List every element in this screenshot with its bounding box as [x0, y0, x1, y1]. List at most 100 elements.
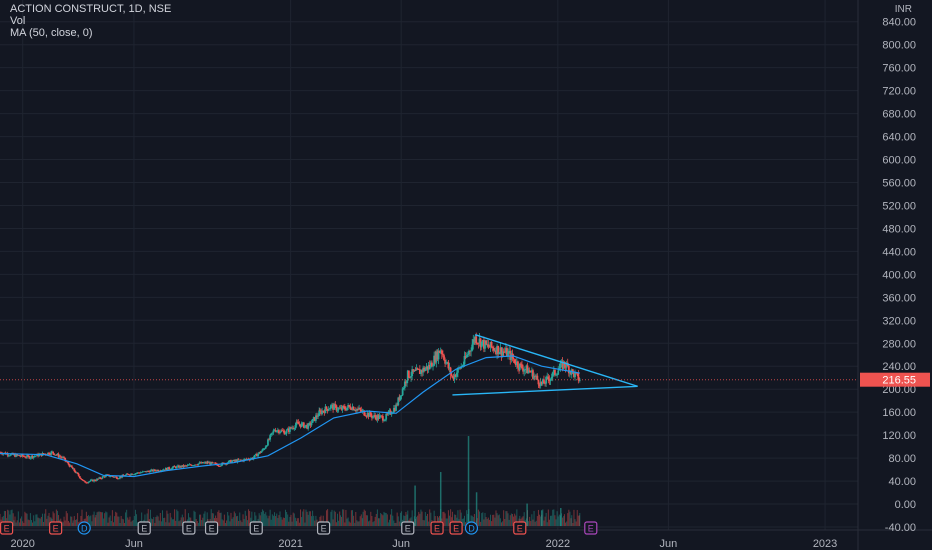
- candle-body: [331, 404, 333, 406]
- volume-bar: [502, 521, 504, 527]
- candle-body: [162, 469, 165, 471]
- candle-body: [451, 376, 454, 377]
- volume-spike: [467, 436, 470, 527]
- volume-bar: [195, 518, 197, 527]
- volume-bar: [294, 517, 296, 527]
- event-marker-label: E: [53, 524, 59, 534]
- volume-bar: [371, 516, 373, 527]
- volume-bar: [264, 513, 266, 527]
- volume-bar: [9, 514, 11, 527]
- candle-body: [95, 480, 97, 482]
- y-tick-label: -40.00: [885, 522, 916, 534]
- volume-bar: [15, 522, 17, 527]
- volume-bar: [41, 513, 43, 527]
- candle-body: [304, 425, 306, 428]
- volume-bar: [572, 523, 574, 527]
- candle-body: [392, 407, 395, 413]
- volume-bar: [117, 516, 119, 527]
- candle-body: [301, 422, 304, 424]
- volume-bar: [543, 520, 545, 527]
- candle-body: [490, 341, 493, 348]
- candle-body: [13, 454, 15, 456]
- candle-body: [381, 416, 384, 421]
- candle-body: [8, 455, 11, 457]
- volume-bar: [175, 520, 177, 527]
- volume-bar: [568, 509, 570, 527]
- y-tick-label: 80.00: [888, 453, 916, 465]
- candle-body: [554, 369, 556, 375]
- volume-bar: [464, 515, 466, 527]
- candle-body: [426, 366, 429, 370]
- candle-body: [527, 370, 530, 374]
- candle-body: [130, 473, 132, 476]
- volume-bar: [109, 515, 111, 527]
- candle-body: [325, 406, 328, 409]
- volume-bar: [529, 516, 531, 527]
- volume-bar: [81, 509, 83, 527]
- candle-body: [59, 456, 62, 458]
- candle-body: [401, 388, 404, 396]
- volume-bar: [122, 519, 124, 527]
- earnings-marker: [584, 521, 598, 535]
- x-tick-label: Jun: [660, 538, 678, 550]
- candle-body: [319, 410, 321, 412]
- volume-bar: [510, 513, 512, 527]
- volume-bar: [314, 520, 316, 527]
- x-tick-label: Jun: [392, 538, 410, 550]
- candle-body: [98, 477, 101, 479]
- candle-body: [285, 430, 288, 434]
- candle-body: [118, 478, 120, 480]
- volume-bar: [342, 509, 344, 527]
- candle-body: [182, 465, 185, 467]
- candle-body: [155, 470, 157, 472]
- volume-bar: [575, 521, 577, 527]
- candle-body: [220, 465, 222, 467]
- candle-body: [347, 405, 350, 408]
- volume-bar: [288, 521, 290, 527]
- candle-body: [147, 470, 150, 472]
- candle-body: [276, 430, 279, 431]
- volume-bar: [162, 510, 164, 527]
- volume-bar: [368, 521, 370, 527]
- candle-body: [158, 470, 161, 472]
- candle-body: [42, 453, 45, 455]
- volume-bar: [16, 520, 18, 527]
- volume-bar: [98, 511, 100, 527]
- candle-body: [438, 350, 441, 353]
- candle-body: [406, 370, 409, 381]
- candle-body: [262, 449, 265, 451]
- event-marker-label: E: [4, 524, 10, 534]
- volume-bar: [200, 514, 202, 527]
- volume-bar: [180, 517, 182, 527]
- candle-body: [20, 454, 23, 457]
- volume-bar: [376, 509, 378, 527]
- volume-bar: [470, 515, 472, 527]
- volume-bar: [334, 511, 336, 527]
- volume-bar: [103, 518, 105, 527]
- candle-body: [92, 479, 94, 482]
- candle-body: [51, 451, 53, 453]
- volume-bar: [309, 511, 311, 527]
- volume-bar: [259, 515, 261, 527]
- volume-bar: [178, 521, 180, 527]
- candle-body: [514, 363, 517, 366]
- y-tick-label: 0.00: [895, 499, 916, 511]
- candle-body: [357, 409, 359, 410]
- volume-bar: [483, 519, 485, 527]
- volume-bar: [447, 510, 449, 527]
- candle-body: [433, 355, 436, 366]
- volume-bar: [506, 511, 508, 527]
- candle-body: [567, 366, 570, 374]
- volume-bar: [196, 521, 198, 527]
- volume-bar: [203, 513, 205, 527]
- volume-bar: [465, 522, 467, 527]
- volume-bar: [43, 521, 45, 527]
- volume-bar: [401, 511, 403, 527]
- volume-bar: [25, 513, 27, 527]
- candle-body: [454, 374, 457, 377]
- candle-body: [524, 369, 527, 371]
- candle-body: [29, 457, 32, 459]
- candle-body: [175, 466, 178, 469]
- candle-body: [273, 430, 276, 431]
